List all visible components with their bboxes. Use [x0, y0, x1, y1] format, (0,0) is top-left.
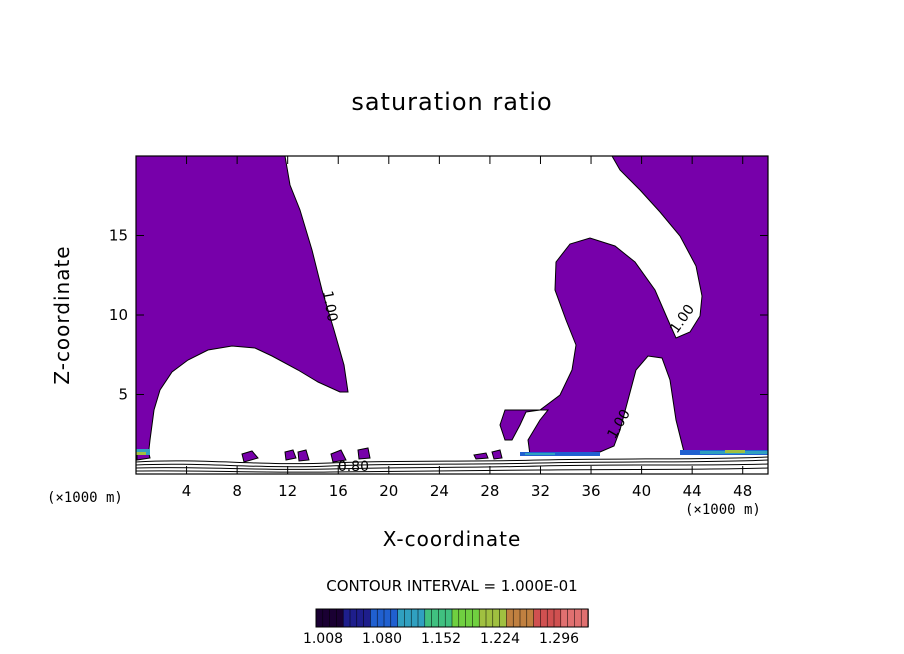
- contour-label: 0.80: [338, 459, 369, 475]
- colorbar-cell: [342, 608, 351, 628]
- colorbar-cell: [370, 608, 378, 628]
- x-tick-label: 4: [182, 482, 192, 500]
- chart-title: saturation ratio: [351, 88, 553, 116]
- colorbar-cell: [383, 608, 392, 628]
- colorbar-label: 1.296: [539, 631, 579, 647]
- saturated-region-left: [136, 156, 349, 459]
- surface-color-mark: [525, 453, 555, 455]
- colorbar-cell: [356, 608, 365, 628]
- surface-blob: [284, 449, 297, 461]
- colorbar-label: 1.224: [480, 631, 520, 647]
- colorbar-cell: [410, 608, 419, 628]
- x-tick-label: 44: [683, 482, 702, 500]
- surface-blob: [330, 449, 347, 463]
- colorbar-label: 1.152: [421, 631, 461, 647]
- x-axis-label: X-coordinate: [382, 527, 522, 551]
- contour-lines: [136, 456, 768, 473]
- x-unit-right: (×1000 m): [685, 502, 761, 518]
- surface-blob: [491, 449, 503, 460]
- y-tick-label: 15: [109, 227, 128, 245]
- x-tick-label: 20: [379, 482, 398, 500]
- x-tick-label: 48: [733, 482, 752, 500]
- surface-color-mark: [725, 450, 745, 453]
- colorbar-cell: [512, 608, 521, 628]
- colorbar-cell: [533, 608, 542, 628]
- x-unit-left: (×1000 m): [47, 490, 123, 506]
- colorbar-cell: [492, 608, 501, 628]
- colorbar-cell: [349, 608, 358, 628]
- colorbar: 1.008 1.080 1.152 1.224 1.296: [303, 608, 589, 647]
- surface-blob: [297, 449, 310, 462]
- colorbar-cell: [519, 608, 528, 628]
- surface-color-mark: [520, 452, 600, 456]
- surface-contour: [136, 463, 768, 470]
- x-tick-label: 40: [632, 482, 651, 500]
- x-tick-label: 12: [278, 482, 297, 500]
- colorbar-cell: [546, 608, 555, 628]
- colorbar-cell: [376, 608, 385, 628]
- surface-contour: [136, 459, 768, 468]
- saturated-regions: [136, 156, 768, 463]
- colorbar-cell: [567, 608, 576, 628]
- x-tick-label: 8: [232, 482, 242, 500]
- colorbar-cell: [478, 608, 487, 628]
- y-tick-label: 10: [109, 306, 128, 324]
- colorbar-cell: [574, 608, 582, 628]
- saturated-region-right: [499, 156, 768, 456]
- colorbar-cell: [506, 608, 514, 628]
- colorbar-frame: [315, 608, 589, 628]
- surface-color-band: [136, 449, 768, 456]
- surface-color-mark: [136, 452, 146, 455]
- colorbar-cell: [438, 608, 446, 628]
- contour-interval-text: CONTOUR INTERVAL = 1.000E-01: [326, 577, 578, 595]
- colorbar-cell: [458, 608, 467, 628]
- x-tick-label: 36: [581, 482, 600, 500]
- colorbar-cell: [553, 608, 562, 628]
- surface-blob: [241, 450, 259, 463]
- colorbar-cell: [540, 608, 548, 628]
- x-tick-label: 16: [329, 482, 348, 500]
- colorbar-cell: [465, 608, 474, 628]
- colorbar-cell: [560, 608, 569, 628]
- x-tick-label: 24: [430, 482, 449, 500]
- colorbar-cell: [315, 608, 324, 628]
- x-tick-label: 28: [480, 482, 499, 500]
- y-tick-label: 5: [118, 386, 128, 404]
- colorbar-cell: [417, 608, 426, 628]
- colorbar-cell: [404, 608, 412, 628]
- colorbar-cell: [526, 608, 535, 628]
- colorbar-cell: [424, 608, 433, 628]
- colorbar-cell: [472, 608, 480, 628]
- x-tick-label: 32: [531, 482, 550, 500]
- colorbar-cell: [397, 608, 406, 628]
- colorbar-cell: [390, 608, 399, 628]
- surface-contour: [136, 456, 768, 465]
- colorbar-cell: [329, 608, 338, 628]
- colorbar-cell: [485, 608, 494, 628]
- colorbar-cell: [363, 608, 372, 628]
- colorbar-label: 1.008: [303, 631, 343, 647]
- colorbar-cell: [431, 608, 440, 628]
- surface-blob: [357, 447, 371, 460]
- colorbar-cell: [322, 608, 331, 628]
- contour-label: 1.00: [319, 290, 340, 323]
- surface-blob: [473, 452, 489, 460]
- colorbar-cell: [336, 608, 344, 628]
- colorbar-cell: [451, 608, 460, 628]
- colorbar-label: 1.080: [362, 631, 402, 647]
- colorbar-cell: [499, 608, 508, 628]
- colorbar-cell: [580, 608, 589, 628]
- colorbar-cell: [444, 608, 453, 628]
